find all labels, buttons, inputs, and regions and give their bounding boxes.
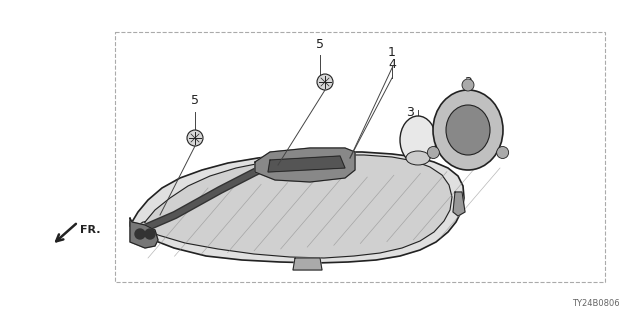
Ellipse shape <box>433 90 503 170</box>
Polygon shape <box>255 148 355 182</box>
Polygon shape <box>140 155 452 258</box>
Polygon shape <box>130 152 464 263</box>
Circle shape <box>317 74 333 90</box>
Text: 3: 3 <box>406 106 414 118</box>
Text: TY24B0806: TY24B0806 <box>572 299 620 308</box>
Text: 5: 5 <box>191 93 199 107</box>
Circle shape <box>145 229 155 239</box>
Text: 5: 5 <box>316 37 324 51</box>
Circle shape <box>135 229 145 239</box>
Text: 2: 2 <box>464 76 472 89</box>
Polygon shape <box>293 258 322 270</box>
Ellipse shape <box>462 79 474 91</box>
Circle shape <box>187 130 203 146</box>
Ellipse shape <box>406 151 430 165</box>
Text: FR.: FR. <box>80 225 100 235</box>
Polygon shape <box>268 156 345 172</box>
Ellipse shape <box>428 147 439 158</box>
Ellipse shape <box>400 116 436 164</box>
Bar <box>115 32 605 282</box>
Ellipse shape <box>497 147 509 158</box>
Text: 4: 4 <box>388 59 396 71</box>
Text: 1: 1 <box>388 45 396 59</box>
Ellipse shape <box>446 105 490 155</box>
Polygon shape <box>130 218 158 248</box>
Polygon shape <box>453 192 465 216</box>
